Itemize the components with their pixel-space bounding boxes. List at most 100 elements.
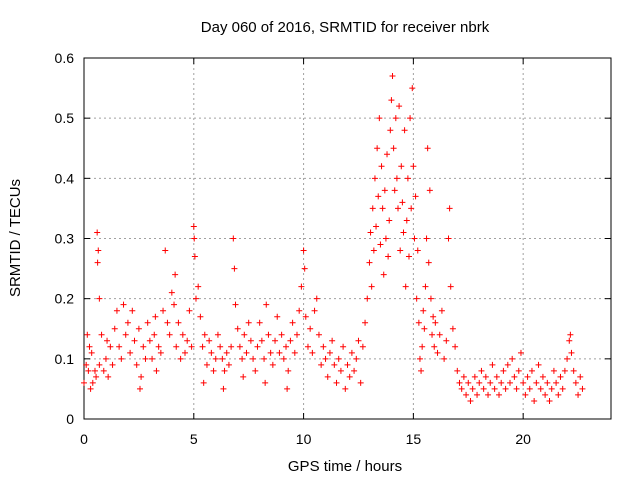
data-point [293, 331, 300, 338]
data-point [245, 319, 252, 326]
x-tick-label: 0 [80, 431, 88, 447]
data-point [93, 373, 100, 380]
data-point [86, 343, 93, 350]
data-point [509, 355, 516, 362]
data-point [489, 361, 496, 368]
data-point [410, 163, 417, 170]
data-point [324, 373, 331, 380]
data-point [95, 247, 102, 254]
data-point [201, 331, 208, 338]
data-point [355, 337, 362, 344]
data-point [555, 391, 562, 398]
data-point [164, 319, 171, 326]
data-point [400, 229, 407, 236]
data-point [285, 367, 292, 374]
data-point [100, 367, 107, 374]
data-point [422, 283, 429, 290]
data-point [491, 385, 498, 392]
data-point [445, 235, 452, 242]
data-point [105, 373, 112, 380]
data-point [190, 223, 197, 230]
data-point [212, 355, 219, 362]
data-point [391, 187, 398, 194]
data-point [192, 295, 199, 302]
data-point [337, 367, 344, 374]
data-point [172, 271, 179, 278]
data-point [517, 349, 524, 356]
axis-ticks [83, 57, 611, 420]
data-point [553, 379, 560, 386]
y-tick-label: 0.6 [55, 50, 75, 66]
data-point [322, 355, 329, 362]
data-point [575, 391, 582, 398]
data-point [254, 343, 261, 350]
data-point [221, 367, 228, 374]
data-point [362, 319, 369, 326]
data-point [387, 127, 394, 134]
data-point [231, 265, 238, 272]
data-point [102, 355, 109, 362]
data-point [559, 385, 566, 392]
data-point [234, 325, 241, 332]
data-point [398, 163, 405, 170]
data-point [447, 283, 454, 290]
data-point [415, 319, 422, 326]
data-point [402, 283, 409, 290]
data-point [280, 355, 287, 362]
data-point [182, 349, 189, 356]
data-point [304, 343, 311, 350]
data-point [374, 145, 381, 152]
data-point [443, 337, 450, 344]
data-point [220, 385, 227, 392]
data-point [335, 355, 342, 362]
data-point [346, 373, 353, 380]
data-point [526, 385, 533, 392]
data-point [480, 385, 487, 392]
data-point [120, 301, 127, 308]
data-point [460, 373, 467, 380]
y-tick-label: 0.5 [55, 110, 75, 126]
data-point [138, 373, 145, 380]
data-point [382, 235, 389, 242]
data-point [371, 175, 378, 182]
data-point [124, 319, 131, 326]
y-tick-label: 0 [66, 411, 74, 427]
data-point [379, 205, 386, 212]
data-point [408, 205, 415, 212]
data-point [241, 331, 248, 338]
data-point [87, 385, 94, 392]
data-point [302, 313, 309, 320]
data-point [366, 259, 373, 266]
data-point [252, 367, 259, 374]
data-point [384, 151, 391, 158]
data-point [496, 391, 503, 398]
data-point [539, 373, 546, 380]
data-point [357, 379, 364, 386]
data-point [96, 361, 103, 368]
data-point [269, 361, 276, 368]
data-point [368, 283, 375, 290]
data-point [465, 379, 472, 386]
data-point [378, 163, 385, 170]
data-point [230, 235, 237, 242]
data-point [186, 307, 193, 314]
data-point [359, 343, 366, 350]
data-point [418, 367, 425, 374]
x-tick-label: 5 [190, 431, 198, 447]
data-point [131, 337, 138, 344]
data-point [386, 217, 393, 224]
data-point [135, 325, 142, 332]
data-point [94, 229, 101, 236]
data-point [267, 349, 274, 356]
data-point [107, 343, 114, 350]
data-point [403, 217, 410, 224]
data-point [537, 385, 544, 392]
data-point [533, 379, 540, 386]
data-point [348, 349, 355, 356]
data-point [485, 391, 492, 398]
data-point [149, 355, 156, 362]
data-point [463, 391, 470, 398]
data-point [401, 127, 408, 134]
data-point [385, 253, 392, 260]
data-point [424, 145, 431, 152]
